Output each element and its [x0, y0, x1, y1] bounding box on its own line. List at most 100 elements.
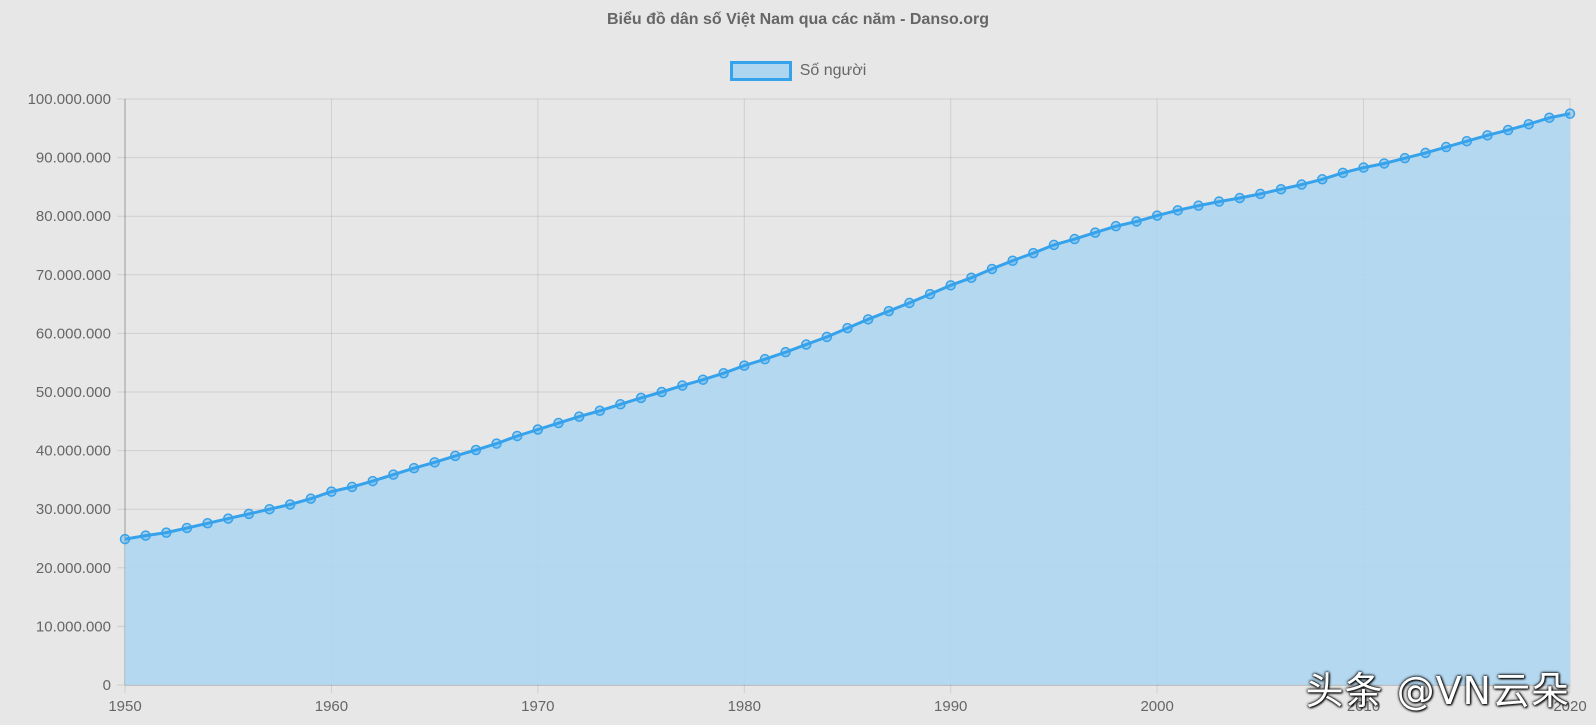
data-point [986, 263, 998, 275]
y-tick-label: 70.000.000 [36, 267, 111, 284]
data-point [1193, 200, 1204, 211]
data-point [1502, 124, 1514, 136]
data-point [553, 417, 564, 429]
data-point [284, 499, 296, 510]
data-point [924, 288, 936, 300]
data-point [615, 399, 626, 410]
data-point [1131, 216, 1142, 227]
data-point [388, 469, 399, 480]
data-point [181, 522, 193, 534]
data-point [718, 367, 729, 379]
data-point [408, 462, 420, 474]
data-point [1358, 162, 1369, 173]
data-point [1007, 255, 1018, 266]
data-point [966, 272, 977, 283]
data-point [346, 481, 358, 493]
data-points [119, 108, 1576, 545]
x-tick-label: 1960 [315, 698, 348, 715]
data-point [429, 457, 440, 468]
data-point [119, 533, 131, 545]
y-axis-ticks: 0 10.000.000 20.000.000 30.000.000 40.000.00… [28, 91, 111, 694]
y-tick-label: 90.000.000 [36, 150, 111, 167]
data-point [161, 527, 172, 538]
data-point [450, 450, 461, 462]
y-tick-label: 80.000.000 [36, 208, 111, 225]
series-area [125, 113, 1570, 686]
data-point [305, 493, 317, 504]
x-tick-label: 2010 [1347, 698, 1380, 715]
data-point [800, 339, 812, 350]
y-tick-label: 10.000.000 [36, 618, 111, 635]
data-point [697, 374, 709, 385]
data-point [821, 331, 833, 343]
data-point [264, 503, 275, 515]
data-point [1048, 239, 1060, 251]
series-line [124, 112, 1571, 541]
x-tick-label: 1950 [108, 698, 141, 715]
x-tick-label: 1990 [934, 698, 967, 715]
data-point [532, 424, 544, 435]
data-point [1296, 179, 1307, 190]
legend-label: Số người [799, 62, 867, 79]
data-point [842, 322, 853, 334]
data-point [1089, 227, 1101, 238]
data-point [573, 411, 585, 422]
y-tick-label: 20.000.000 [36, 560, 111, 577]
data-point [222, 513, 234, 524]
data-point [202, 518, 213, 529]
data-point [1110, 220, 1122, 232]
data-point [491, 438, 502, 449]
data-point [1172, 205, 1184, 216]
data-point [677, 380, 688, 391]
x-axis-ticks: 1950 1960 1970 1980 1990 2000 2010 2020 [108, 698, 1586, 715]
data-point [1337, 167, 1349, 179]
data-point [1482, 130, 1493, 141]
data-point [656, 386, 667, 398]
data-point [594, 405, 606, 417]
data-point [904, 297, 915, 309]
data-point [1255, 188, 1266, 200]
data-point [1544, 112, 1555, 124]
data-point [1378, 158, 1390, 169]
y-tick-label: 30.000.000 [36, 501, 111, 518]
data-point [1234, 192, 1245, 204]
y-tick-label: 0 [103, 677, 111, 694]
data-point [326, 486, 337, 497]
data-point [945, 280, 956, 291]
data-point [140, 530, 151, 541]
data-point [470, 444, 482, 456]
data-point [1440, 141, 1452, 153]
data-point [1069, 233, 1080, 245]
data-point [759, 353, 771, 365]
data-point [511, 430, 523, 442]
data-point [1151, 210, 1163, 221]
data-point [1275, 183, 1287, 195]
data-point [635, 392, 647, 404]
x-tick-label: 2000 [1140, 698, 1173, 715]
watermark: 头条 @VN云朵 [1305, 669, 1570, 713]
data-point [1213, 196, 1225, 207]
data-point [367, 475, 378, 487]
x-tick-label: 2020 [1553, 698, 1586, 715]
y-tick-label: 50.000.000 [36, 384, 111, 401]
x-tick-label: 1980 [728, 698, 761, 715]
legend-swatch [729, 61, 792, 81]
data-point [1461, 135, 1473, 147]
series-line-path [124, 112, 1571, 541]
data-point [739, 360, 750, 371]
data-point [1028, 247, 1039, 259]
data-point [862, 314, 874, 325]
chart-title: Biểu đồ dân số Việt Nam qua các năm - Da… [606, 11, 989, 28]
data-point [1399, 152, 1411, 164]
y-tick-label: 60.000.000 [36, 325, 111, 342]
y-tick-label: 100.000.000 [28, 91, 111, 108]
data-point [780, 346, 791, 358]
data-point [1317, 174, 1328, 185]
x-tick-label: 1970 [521, 698, 554, 715]
data-point [883, 305, 895, 317]
data-point [1564, 108, 1576, 119]
data-point [243, 508, 255, 520]
legend[interactable]: Số người [0, 61, 1596, 81]
series-area-fill [125, 113, 1570, 686]
